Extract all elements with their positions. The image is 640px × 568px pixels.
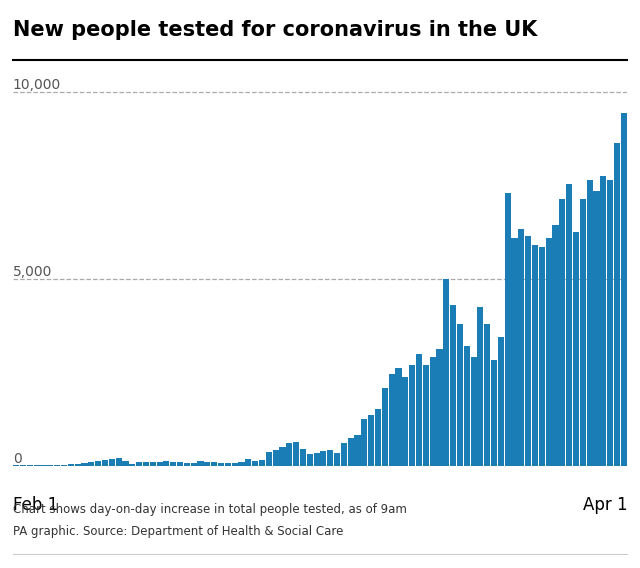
Bar	[75, 463, 81, 466]
Bar	[88, 462, 94, 466]
Bar	[444, 279, 449, 466]
Bar	[13, 465, 19, 466]
Text: 0: 0	[13, 452, 22, 466]
Bar	[416, 354, 422, 466]
Bar	[157, 462, 163, 466]
Bar	[484, 324, 490, 466]
Bar	[518, 229, 524, 466]
Bar	[198, 461, 204, 466]
Bar	[355, 435, 360, 466]
Bar	[403, 377, 408, 466]
Text: Apr 1: Apr 1	[582, 496, 627, 513]
Bar	[136, 462, 142, 466]
Text: Feb 1: Feb 1	[13, 496, 58, 513]
Bar	[54, 465, 60, 466]
Bar	[273, 450, 278, 466]
Bar	[587, 180, 593, 466]
Bar	[68, 464, 74, 466]
Bar	[505, 193, 511, 466]
Bar	[368, 415, 374, 466]
Bar	[559, 199, 565, 466]
Bar	[143, 462, 149, 466]
Bar	[498, 337, 504, 466]
Bar	[211, 462, 217, 466]
Bar	[362, 419, 367, 466]
Bar	[109, 459, 115, 466]
Bar	[409, 365, 415, 466]
Bar	[321, 451, 326, 466]
Bar	[334, 453, 340, 466]
Bar	[218, 462, 224, 466]
Text: Chart shows day-on-day increase in total people tested, as of 9am: Chart shows day-on-day increase in total…	[13, 503, 406, 516]
Bar	[614, 143, 620, 466]
Bar	[607, 180, 613, 466]
Bar	[307, 454, 313, 466]
Bar	[532, 245, 538, 466]
Bar	[388, 374, 395, 466]
Bar	[293, 442, 299, 466]
Bar	[450, 305, 456, 466]
Bar	[580, 199, 586, 466]
Bar	[81, 463, 88, 466]
Bar	[464, 346, 470, 466]
Bar	[348, 438, 354, 466]
Bar	[314, 453, 319, 466]
Bar	[150, 462, 156, 466]
Bar	[423, 365, 429, 466]
Bar	[573, 232, 579, 466]
Bar	[600, 177, 606, 466]
Bar	[184, 463, 190, 466]
Bar	[225, 463, 231, 466]
Bar	[457, 324, 463, 466]
Bar	[566, 184, 572, 466]
Bar	[170, 462, 176, 466]
Bar	[61, 465, 67, 466]
Bar	[396, 368, 401, 466]
Bar	[511, 238, 518, 466]
Bar	[122, 461, 129, 466]
Bar	[95, 461, 101, 466]
Bar	[286, 444, 292, 466]
Text: New people tested for coronavirus in the UK: New people tested for coronavirus in the…	[13, 20, 537, 40]
Bar	[129, 464, 135, 466]
Bar	[280, 446, 285, 466]
Bar	[300, 449, 306, 466]
Bar	[266, 452, 272, 466]
Bar	[259, 460, 265, 466]
Bar	[375, 408, 381, 466]
Bar	[470, 357, 477, 466]
Bar	[593, 191, 600, 466]
Bar	[546, 238, 552, 466]
Bar	[327, 450, 333, 466]
Bar	[429, 357, 436, 466]
Bar	[191, 462, 196, 466]
Bar	[477, 307, 483, 466]
Bar	[252, 461, 258, 466]
Text: 10,000: 10,000	[13, 78, 61, 93]
Bar	[539, 247, 545, 466]
Bar	[552, 225, 559, 466]
Bar	[341, 443, 347, 466]
Bar	[47, 465, 53, 466]
Bar	[525, 236, 531, 466]
Text: PA graphic. Source: Department of Health & Social Care: PA graphic. Source: Department of Health…	[13, 525, 343, 538]
Bar	[232, 462, 237, 466]
Bar	[163, 461, 170, 466]
Bar	[382, 388, 388, 466]
Bar	[204, 462, 211, 466]
Bar	[116, 458, 122, 466]
Bar	[102, 460, 108, 466]
Bar	[621, 113, 627, 466]
Bar	[239, 462, 244, 466]
Bar	[177, 462, 183, 466]
Bar	[491, 361, 497, 466]
Bar	[436, 349, 442, 466]
Bar	[245, 459, 252, 466]
Text: 5,000: 5,000	[13, 265, 52, 279]
